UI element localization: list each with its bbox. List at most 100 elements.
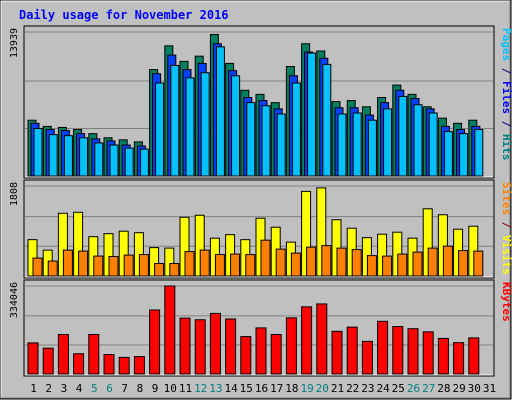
x-tick-label: 10 [164, 382, 177, 395]
bar-kbytes-day-18 [285, 317, 297, 375]
y-axis-legend: Sites / Visits [500, 182, 512, 275]
x-tick-label: 3 [61, 382, 68, 395]
bar-sites-day-23 [366, 255, 377, 277]
bar-kbytes-day-2 [42, 347, 54, 375]
x-tick-label: 17 [270, 382, 283, 395]
bar-pages-day-17 [276, 113, 286, 177]
bar-kbytes-day-4 [73, 353, 85, 375]
bar-sites-day-19 [306, 246, 317, 277]
bar-sites-day-13 [214, 254, 225, 277]
bar-pages-day-20 [322, 63, 332, 177]
x-tick-label: 16 [255, 382, 268, 395]
bar-sites-day-22 [351, 249, 362, 277]
bar-pages-day-1 [33, 127, 43, 177]
x-tick-label: 31 [483, 382, 496, 395]
bar-pages-day-21 [337, 113, 347, 177]
x-tick-label: 4 [76, 382, 83, 395]
bar-kbytes-day-27 [422, 331, 434, 375]
bar-kbytes-day-11 [179, 317, 191, 375]
bar-kbytes-day-1 [27, 342, 39, 375]
x-tick-label: 14 [224, 382, 238, 395]
bar-kbytes-day-5 [88, 333, 100, 375]
bar-kbytes-day-29 [453, 342, 465, 375]
bar-pages-day-30 [474, 129, 484, 177]
bar-kbytes-day-6 [103, 354, 115, 375]
bar-kbytes-day-15 [240, 336, 252, 375]
x-tick-label: 1 [30, 382, 37, 395]
panel-top: 13939 Pages / Files / Hits [9, 25, 512, 179]
x-tick-label: 24 [376, 382, 390, 395]
bar-kbytes-day-19 [301, 306, 313, 375]
x-tick-label: 6 [106, 382, 113, 395]
bar-kbytes-day-21 [331, 330, 343, 375]
legend-entry: Visits [500, 235, 512, 275]
legend-entry: KBytes [500, 282, 512, 322]
legend-entry: / [500, 215, 512, 235]
x-tick-label: 29 [452, 382, 465, 395]
bar-sites-day-8 [138, 254, 149, 277]
x-tick-label: 7 [121, 382, 128, 395]
bar-kbytes-day-9 [149, 309, 161, 375]
y-max-label: 1808 [9, 182, 20, 206]
bar-pages-day-7 [124, 147, 134, 177]
x-tick-label: 11 [179, 382, 192, 395]
bar-sites-day-28 [442, 245, 453, 277]
chart-title: Daily usage for November 2016 [19, 8, 229, 22]
legend-entry: Files [500, 81, 512, 114]
bar-kbytes-day-22 [346, 326, 358, 375]
bar-sites-day-6 [108, 256, 119, 277]
legend-entry: / [500, 61, 512, 81]
bar-pages-day-23 [367, 119, 377, 177]
bar-pages-day-12 [200, 72, 210, 177]
bar-pages-day-15 [246, 102, 256, 177]
bar-pages-day-3 [63, 135, 73, 177]
bar-sites-day-14 [230, 253, 241, 277]
bar-kbytes-day-3 [57, 333, 69, 375]
bar-kbytes-day-16 [255, 327, 267, 375]
plot-border [23, 279, 495, 377]
y-max-label: 334046 [9, 282, 20, 318]
x-tick-label: 15 [240, 382, 253, 395]
bar-kbytes-day-25 [392, 326, 404, 375]
x-tick-label: 19 [300, 382, 313, 395]
bar-pages-day-10 [170, 64, 180, 177]
bar-pages-day-2 [48, 134, 58, 177]
bar-pages-day-11 [185, 77, 195, 177]
bar-sites-day-25 [397, 253, 408, 277]
x-axis: 1 2 3 4 5 6 7 8 9 10 11 12 13 14 15 16 17 18 19 20 21 22 23 24 2… [30, 382, 496, 395]
bar-sites-day-2 [47, 260, 58, 277]
y-axis-legend: Pages / Files / Hits [500, 28, 512, 161]
bar-pages-day-18 [291, 82, 301, 177]
bar-pages-day-19 [307, 52, 317, 177]
bar-kbytes-day-12 [194, 319, 206, 375]
bar-kbytes-day-7 [118, 356, 130, 375]
x-tick-label: 27 [422, 382, 435, 395]
bar-sites-day-20 [321, 245, 332, 277]
x-tick-label: 2 [45, 382, 52, 395]
bar-sites-day-17 [275, 248, 286, 277]
bar-pages-day-24 [383, 108, 393, 177]
x-tick-label: 30 [468, 382, 481, 395]
bar-sites-day-30 [473, 250, 484, 277]
plot-border [23, 179, 495, 279]
x-tick-label: 28 [437, 382, 450, 395]
bar-kbytes-day-28 [437, 337, 449, 375]
x-tick-label: 5 [91, 382, 98, 395]
bar-kbytes-day-30 [468, 337, 480, 375]
x-tick-label: 8 [137, 382, 144, 395]
bar-sites-day-16 [260, 239, 271, 277]
panel-middle: 1808 Sites / Visits [9, 179, 512, 279]
bar-pages-day-28 [443, 131, 453, 177]
bar-pages-day-26 [413, 104, 423, 177]
legend-entry: Hits [500, 134, 512, 161]
bar-sites-day-10 [169, 263, 180, 277]
y-axis-legend: KBytes [500, 282, 512, 322]
bar-sites-day-24 [382, 255, 393, 277]
bar-sites-day-12 [199, 249, 210, 277]
bar-kbytes-day-14 [225, 318, 237, 375]
plot-border [23, 25, 495, 179]
bar-pages-day-16 [261, 105, 271, 177]
bar-kbytes-day-8 [133, 356, 145, 375]
bar-pages-day-25 [398, 95, 408, 177]
